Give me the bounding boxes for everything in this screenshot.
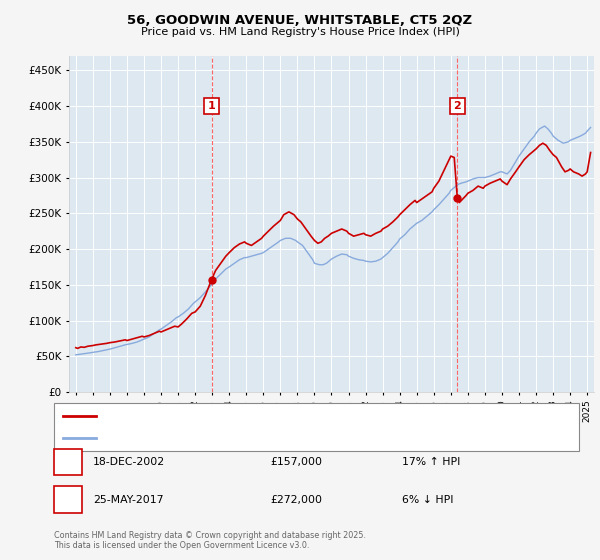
Text: HPI: Average price, semi-detached house, Canterbury: HPI: Average price, semi-detached house,… [102,433,358,442]
Text: 1: 1 [208,101,215,111]
Text: 2: 2 [64,494,71,505]
Text: 18-DEC-2002: 18-DEC-2002 [93,457,165,467]
Text: 17% ↑ HPI: 17% ↑ HPI [402,457,460,467]
Text: 2: 2 [454,101,461,111]
Text: £157,000: £157,000 [270,457,322,467]
Text: 1: 1 [64,457,71,467]
Text: Contains HM Land Registry data © Crown copyright and database right 2025.
This d: Contains HM Land Registry data © Crown c… [54,530,366,550]
Text: Price paid vs. HM Land Registry's House Price Index (HPI): Price paid vs. HM Land Registry's House … [140,27,460,37]
Text: £272,000: £272,000 [270,494,322,505]
Text: 6% ↓ HPI: 6% ↓ HPI [402,494,454,505]
Text: 25-MAY-2017: 25-MAY-2017 [93,494,163,505]
Text: 56, GOODWIN AVENUE, WHITSTABLE, CT5 2QZ: 56, GOODWIN AVENUE, WHITSTABLE, CT5 2QZ [127,14,473,27]
Text: 56, GOODWIN AVENUE, WHITSTABLE, CT5 2QZ (semi-detached house): 56, GOODWIN AVENUE, WHITSTABLE, CT5 2QZ … [102,412,436,421]
